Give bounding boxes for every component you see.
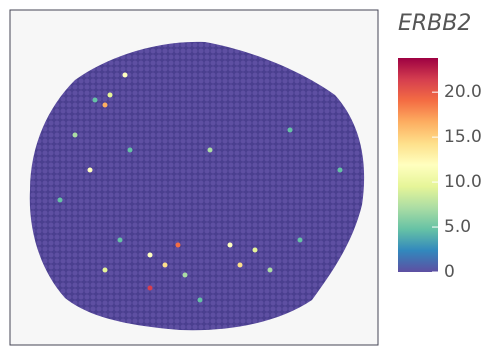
spatial-plot: ERBB2 0 5.0 10.0 15.0 20.0 <box>0 0 498 357</box>
tick-label: 20.0 <box>444 82 482 102</box>
tick-label: 5.0 <box>444 217 471 237</box>
colorbar <box>398 58 438 272</box>
tick-label: 15.0 <box>444 127 482 147</box>
tick-label: 10.0 <box>444 172 482 192</box>
colorbar-title: ERBB2 <box>398 11 471 36</box>
tissue-section <box>30 42 364 330</box>
tick-label: 0 <box>444 262 455 282</box>
